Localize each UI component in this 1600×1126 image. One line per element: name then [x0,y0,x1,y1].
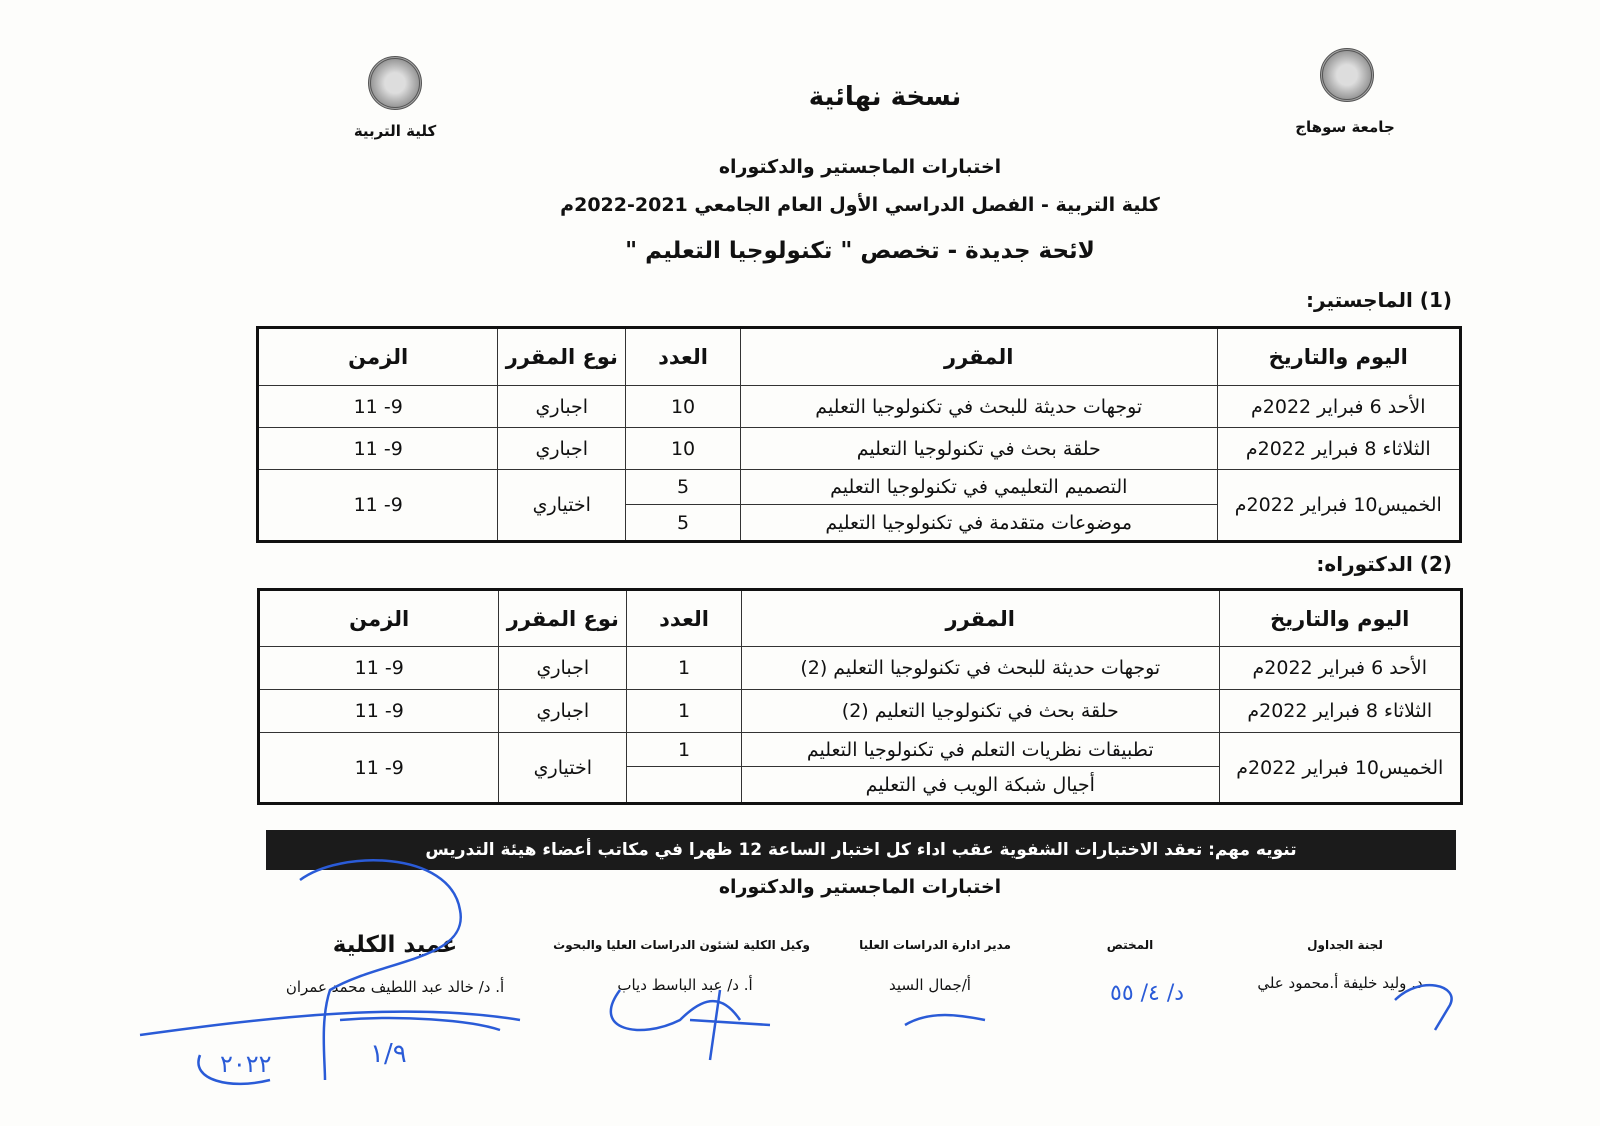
faculty-logo [368,56,422,110]
col-type: نوع المقرر [497,327,627,386]
specialist-initials: د/ ٤/ ٥٥ [1110,981,1184,1006]
course-cell: توجهات حديثة للبحث في تكنولوجيا التعليم … [740,646,1220,690]
table-row: الثلاثاء 8 فبراير 2022م حلقة بحث في تكنول… [257,689,1463,733]
time-cell: 9- 11 [256,385,499,428]
handwritten-year: ٢٠٢٢ [220,1050,272,1078]
count-cell [626,766,742,804]
signature-role: المختص [1106,938,1154,952]
masters-table: اليوم والتاريخ المقرر العدد نوع المقرر الزمن… [256,326,1462,543]
course-cell: حلقة بحث في تكنولوجيا التعليم [739,427,1218,470]
final-version-stamp: نسخة نهائية [808,82,962,112]
table-row: موضوعات متقدمة في تكنولوجيا التعليم 5 [258,504,1461,542]
sohag-university-logo [1320,48,1374,102]
count-cell: 1 [626,689,742,733]
faculty-label: كلية التربية [353,122,437,140]
col-time: الزمن [256,327,499,386]
table-row: أجيال شبكة الويب في التعليم [259,766,1462,804]
col-date: اليوم والتاريخ [1216,327,1462,386]
vice-dean-signature [609,989,771,1061]
course-cell: التصميم التعليمي في تكنولوجيا التعليم [739,469,1218,505]
type-cell: اجباري [498,689,628,733]
signature-name: أ. د/ خالد عبد اللطيف محمد عمران [285,978,505,996]
title-line-2: كلية التربية - الفصل الدراسي الأول العام… [560,194,1160,216]
col-type: نوع المقرر [498,589,628,647]
signature-role: مدير ادارة الدراسات العليا [859,938,1011,952]
count-cell: 10 [625,427,741,470]
date-cell: الخميس10 فبراير 2022م [1218,732,1463,804]
table-row: الأحد 6 فبراير 2022م توجهات حديثة للبحث ف… [256,385,1462,428]
date-scribble [197,1054,271,1086]
date-cell: الأحد 6 فبراير 2022م [1218,646,1463,690]
dean-signature [299,859,462,1081]
type-cell: اجباري [498,646,628,690]
course-cell: موضوعات متقدمة في تكنولوجيا التعليم [739,504,1218,542]
course-cell: توجهات حديثة للبحث في تكنولوجيا التعليم [739,385,1218,428]
count-cell: 5 [625,504,741,542]
masters-heading: (1) الماجستير: [1306,288,1452,312]
course-cell: حلقة بحث في تكنولوجيا التعليم (2) [740,689,1220,733]
course-cell: أجيال شبكة الويب في التعليم [740,766,1220,804]
dean-signature-stroke [139,1010,521,1037]
signature-role: وكيل الكلية لشئون الدراسات العليا والبحو… [553,938,810,952]
table-row: الخميس10 فبراير 2022م تطبيقات نظريات التع… [257,732,1463,804]
table-row: الخميس10 فبراير 2022م التصميم التعليمي في… [256,469,1462,542]
col-count: العدد [626,589,742,647]
date-cell: الثلاثاء 8 فبراير 2022م [1218,689,1463,733]
signature-name: د. وليد خليفة أ.محمود علي [1257,974,1423,992]
doctorate-table: اليوم والتاريخ المقرر العدد نوع المقرر الزمن… [257,588,1463,805]
date-cell: الأحد 6 فبراير 2022م [1216,385,1462,428]
type-cell: اختياري [497,469,627,542]
course-cell: تطبيقات نظريات التعلم في تكنولوجيا التعل… [740,732,1220,767]
doctorate-heading: (2) الدكتوراه: [1316,552,1452,576]
signature-name: أ/جمال السيد [889,976,971,994]
notice-banner: تنويه مهم: تعقد الاختبارات الشفوية عقب ا… [266,830,1456,870]
title-line-3: لائحة جديدة - تخصص " تكنولوجيا التعليم " [625,238,1095,264]
type-cell: اجباري [497,385,627,428]
signature-role: عميد الكلية [332,932,458,958]
signature-role: لجنة الجداول [1307,938,1383,952]
count-cell: 10 [625,385,741,428]
col-count: العدد [625,327,741,386]
university-label: جامعة سوهاج [1295,118,1395,136]
time-cell: 9- 11 [257,732,500,804]
table-row: الأحد 6 فبراير 2022م توجهات حديثة للبحث ف… [257,646,1463,690]
count-cell: 1 [626,732,742,767]
date-cell: الخميس10 فبراير 2022م [1216,469,1462,542]
col-course: المقرر [740,589,1220,647]
director-signature [904,1013,986,1027]
time-cell: 9- 11 [256,469,499,542]
committee-signature [1394,983,1453,1031]
title-line-1: اختبارات الماجستير والدكتوراه [718,156,1002,178]
type-cell: اختياري [498,732,628,804]
footer-title: اختبارات الماجستير والدكتوراه [718,876,1002,898]
handwritten-date: ١/٩ [370,1039,407,1069]
date-cell: الثلاثاء 8 فبراير 2022م [1216,427,1462,470]
signature-name: أ. د/ عبد الباسط دياب [617,976,753,994]
